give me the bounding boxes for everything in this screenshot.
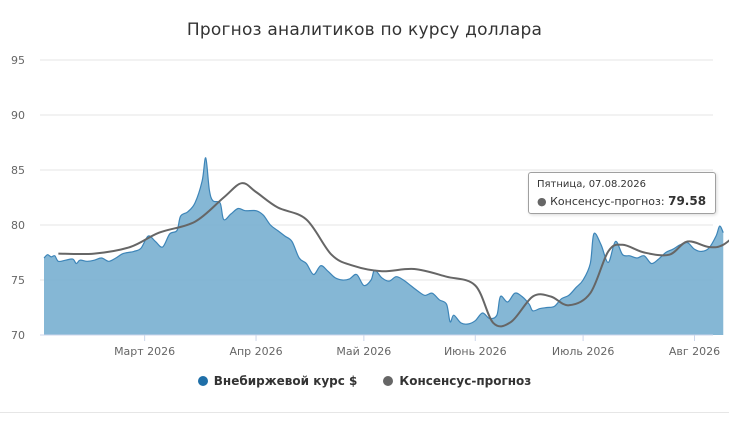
legend-forecast-label: Консенсус-прогноз [399, 374, 532, 388]
y-tick-label: 85 [11, 164, 25, 177]
market-area [44, 157, 724, 335]
tooltip-bullet-icon: ● [537, 195, 547, 208]
x-tick-label: Июль 2026 [552, 345, 615, 358]
y-tick-label: 95 [11, 54, 25, 67]
market-line [43, 157, 724, 325]
x-tick-label: Март 2026 [114, 345, 175, 358]
y-tick-label: 80 [11, 219, 25, 232]
y-tick-label: 75 [11, 274, 25, 287]
forecast-series [58, 182, 729, 328]
legend-item-forecast[interactable]: Консенсус-прогноз [383, 374, 531, 388]
bottom-divider [0, 412, 729, 413]
y-tick-label: 70 [11, 329, 25, 342]
tooltip-date: Пятница, 07.08.2026 [537, 179, 646, 190]
legend-item-market[interactable]: Внебиржевой курс $ [197, 374, 358, 388]
x-axis: Март 2026 Апр 2026 Май 2026 Июнь 2026 Июль 2… [40, 334, 720, 358]
legend-market-label: Внебиржевой курс $ [213, 374, 358, 388]
x-tick-label: Авг 2026 [669, 345, 720, 358]
tooltip-value: 79.58 [668, 194, 707, 208]
chart-title: Прогноз аналитиков по курсу доллара [186, 20, 543, 40]
x-tick-label: Апр 2026 [229, 345, 282, 358]
tooltip-row: ● Консенсус-прогноз: 79.58 [537, 194, 706, 208]
legend: Внебиржевой курс $ Консенсус-прогноз [0, 374, 729, 388]
legend-market-dot-icon [197, 376, 208, 386]
legend-forecast-dot-icon [383, 376, 394, 386]
tooltip: Пятница, 07.08.2026 ● Консенсус-прогноз:… [528, 172, 716, 214]
x-tick-label: Июнь 2026 [444, 345, 507, 358]
y-tick-label: 90 [11, 109, 25, 122]
x-tick-label: Май 2026 [336, 345, 391, 358]
forecast-line [58, 182, 729, 328]
tooltip-series-name: Консенсус-прогноз: [550, 195, 665, 208]
market-series [43, 157, 724, 335]
y-axis: 70 75 80 85 90 95 [11, 54, 25, 342]
